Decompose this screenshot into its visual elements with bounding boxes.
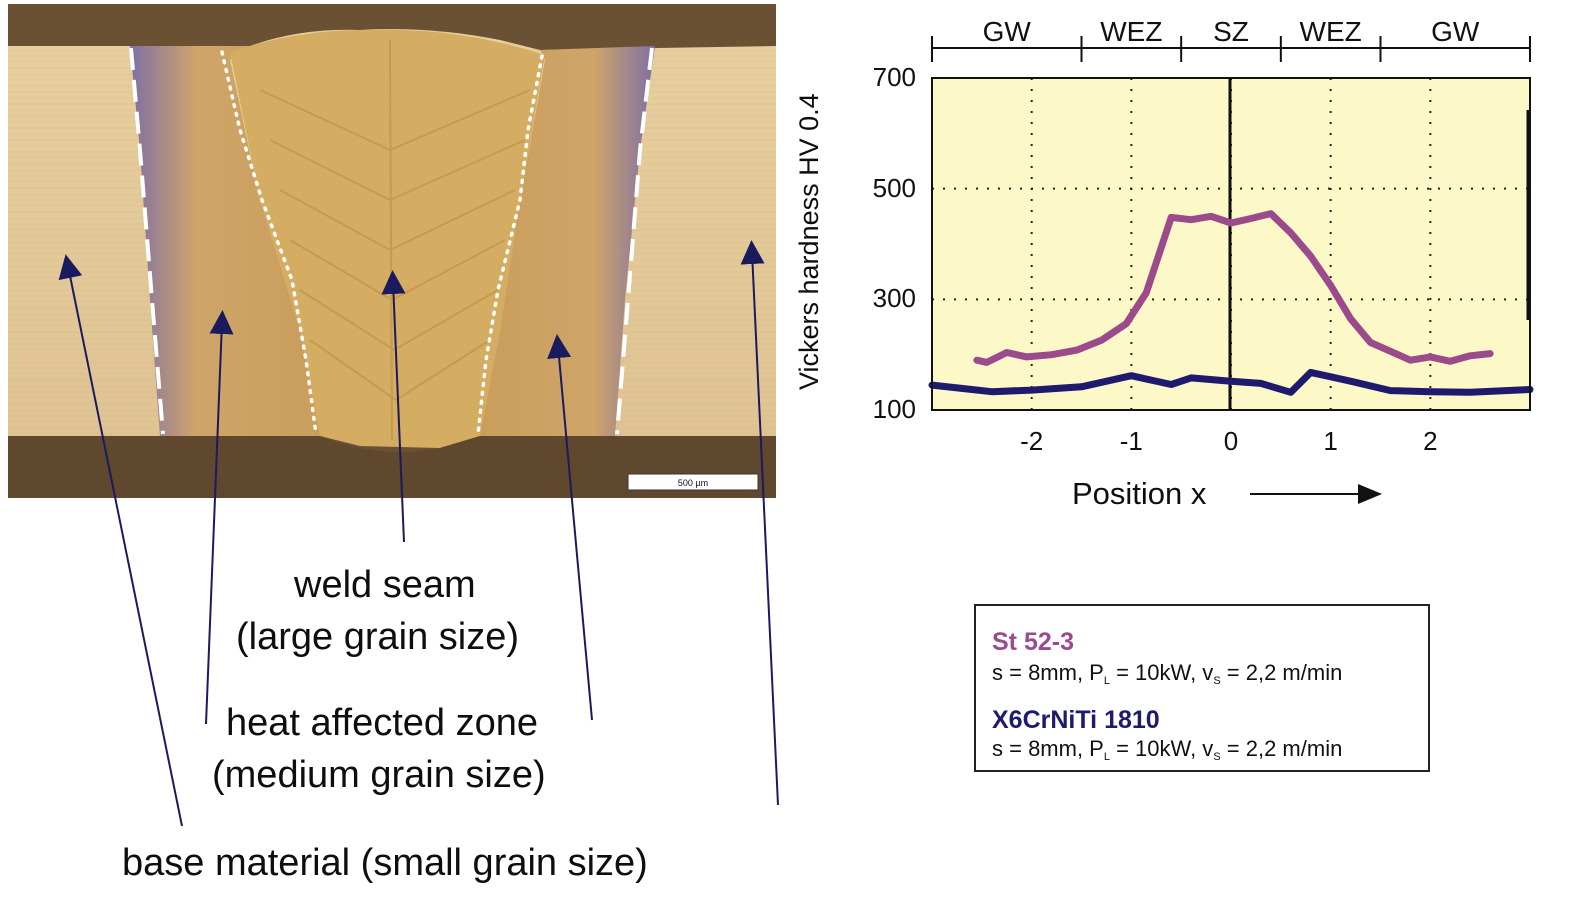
x-tick-label-1: -1	[1119, 426, 1143, 456]
weld-seam-caption: weld seam	[294, 564, 476, 606]
x-tick-label-0: -2	[1020, 426, 1044, 456]
legend: St 52-3 s = 8mm, PL = 10kW, vS = 2,2 m/m…	[974, 604, 1430, 778]
legend-series-1-name: St 52-3	[992, 628, 1074, 656]
plot-frame	[931, 77, 1531, 411]
base-material-caption: base material (small grain size)	[122, 842, 648, 884]
zone-ticks	[931, 36, 1531, 62]
x-tick-label-4: 2	[1423, 426, 1438, 456]
series-line-1	[973, 210, 1494, 366]
boundary-right-dotted	[476, 54, 544, 436]
arrow-haz-left	[205, 310, 234, 725]
haz-grain-caption: (medium grain size)	[212, 754, 546, 796]
haz-caption: heat affected zone	[226, 702, 538, 744]
boundary-left-dotted	[220, 50, 318, 436]
legend-series-1-params: s = 8mm, PL = 10kW, vS = 2,2 m/min	[992, 660, 1343, 687]
zone-label-3: WEZ	[1299, 16, 1362, 47]
y-tick-label-0: 100	[872, 394, 916, 424]
hardness-chart	[928, 36, 1534, 504]
arrow-haz-right	[547, 334, 593, 721]
arrow-weld-seam	[381, 270, 406, 543]
weld-seam-region	[230, 29, 545, 448]
haz-left-region	[130, 46, 320, 436]
legend-series-2-name: X6CrNiTi 1810	[992, 706, 1160, 734]
boundary-left-dashed	[129, 47, 165, 435]
zone-label-1: WEZ	[1100, 16, 1163, 47]
weld-micrograph: 500 µm	[8, 4, 776, 498]
y-tick-label-2: 500	[872, 172, 916, 203]
x-axis-label: Position x	[1072, 476, 1207, 511]
annotation-arrows	[58, 240, 779, 827]
boundary-right-dashed	[615, 47, 654, 435]
x-tick-label-2: 0	[1223, 426, 1239, 456]
series-line-2	[928, 368, 1534, 396]
zone-label-0: GW	[982, 16, 1031, 47]
x-tick-label-3: 1	[1323, 426, 1338, 456]
series-group	[928, 210, 1534, 396]
y-axis-label: Vickers hardness HV 0.4	[794, 93, 824, 390]
y-tick-label-3: 700	[872, 62, 916, 92]
scale-bar	[627, 473, 759, 491]
zone-label-4: GW	[1431, 16, 1480, 47]
y-tick-label-1: 300	[872, 283, 916, 314]
arrow-base-left	[58, 254, 183, 827]
legend-series-2-params: s = 8mm, PL = 10kW, vS = 2,2 m/min	[992, 736, 1343, 763]
weld-seam-grain-caption: (large grain size)	[236, 616, 519, 658]
arrow-base-right	[740, 240, 779, 806]
haz-right-region	[480, 46, 655, 436]
scale-bar-label: 500 µm	[678, 478, 708, 488]
zone-label-2: SZ	[1213, 16, 1249, 47]
